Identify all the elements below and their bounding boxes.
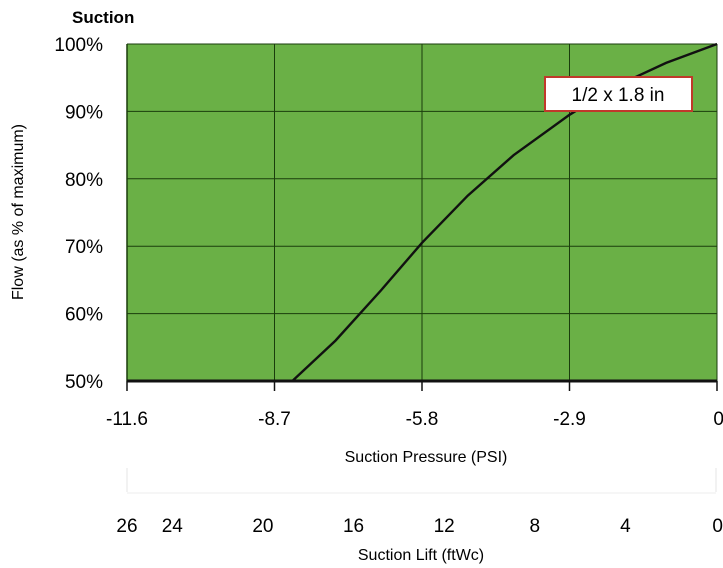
y-tick-label: 60% <box>65 305 103 326</box>
secondary-x-axis-ticks: 26 24 20 16 12 8 4 0 <box>116 516 723 537</box>
x2-tick-label: 24 <box>162 516 184 537</box>
series-label: 1/2 x 1.8 in <box>572 85 665 106</box>
x-tick-label: -5.8 <box>406 409 439 430</box>
y-tick-label: 90% <box>65 102 103 123</box>
x2-tick-label: 16 <box>343 516 364 537</box>
x-tick-label: -11.6 <box>106 409 148 430</box>
x2-tick-label: 26 <box>116 516 137 537</box>
y-tick-label: 100% <box>54 35 103 56</box>
x2-tick-label: 12 <box>434 516 455 537</box>
x-tick-label: 0 <box>713 409 723 430</box>
x2-tick-label: 4 <box>620 516 631 537</box>
x-axis-ticks: -11.6 -8.7 -5.8 -2.9 0 <box>106 381 723 430</box>
y-tick-label: 70% <box>65 237 103 258</box>
secondary-axis-guides <box>126 468 717 494</box>
y-axis-label: Flow (as % of maximum) <box>10 124 27 300</box>
y-tick-label: 80% <box>65 170 103 191</box>
chart-title: Suction <box>72 8 134 27</box>
x2-tick-label: 0 <box>712 516 723 537</box>
series-line-1-2x1-8 <box>291 42 718 382</box>
x-axis-label: Suction Pressure (PSI) <box>345 449 508 466</box>
x2-tick-label: 20 <box>252 516 273 537</box>
y-axis-ticks: 50% 60% 70% 80% 90% 100% <box>54 35 103 393</box>
x2-tick-label: 8 <box>529 516 540 537</box>
series-callout: 1/2 x 1.8 in <box>544 76 693 112</box>
secondary-x-axis-label: Suction Lift (ftWc) <box>358 547 484 564</box>
x-tick-label: -8.7 <box>258 409 291 430</box>
y-tick-label: 50% <box>65 372 103 393</box>
x-tick-label: -2.9 <box>553 409 586 430</box>
